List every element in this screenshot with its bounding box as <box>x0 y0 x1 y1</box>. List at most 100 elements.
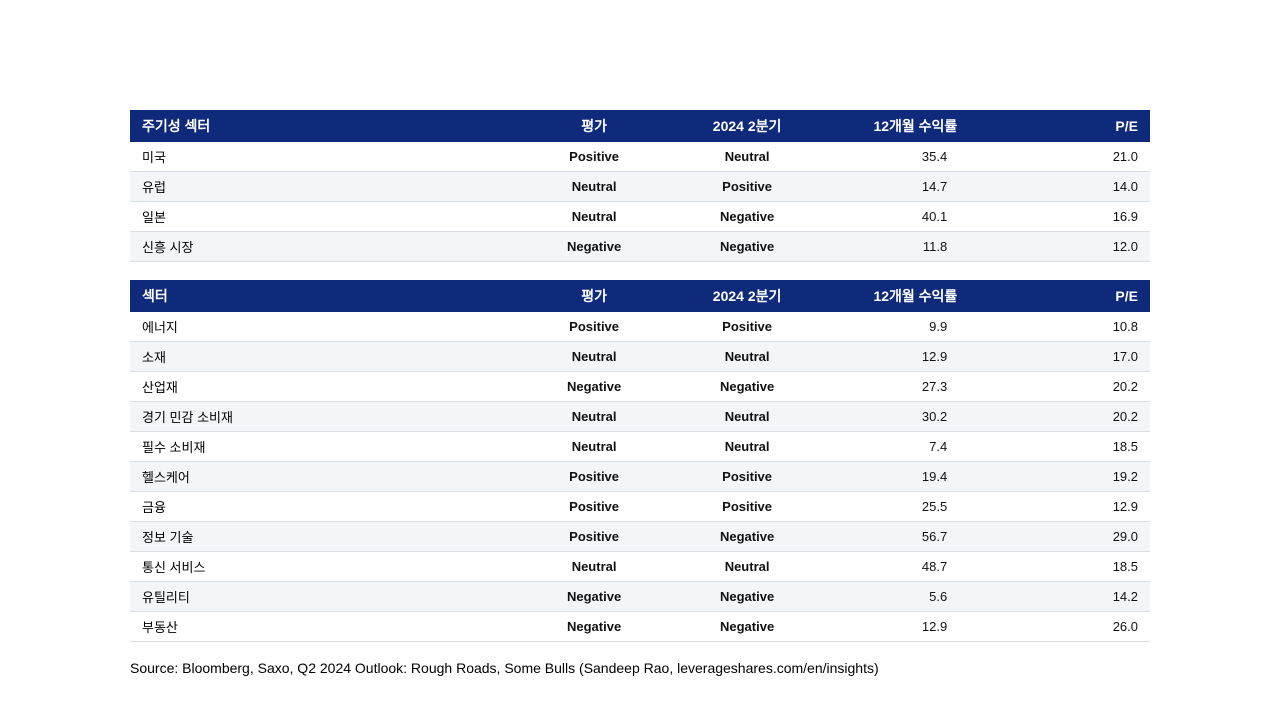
cell-name: 경기 민감 소비재 <box>130 402 518 432</box>
cell-pe: 20.2 <box>1007 402 1150 432</box>
cell-return: 12.9 <box>824 342 1008 372</box>
cell-pe: 26.0 <box>1007 612 1150 642</box>
cell-name: 신흥 시장 <box>130 232 518 262</box>
table-row: 신흥 시장NegativeNegative11.812.0 <box>130 232 1150 262</box>
cell-return: 40.1 <box>824 202 1008 232</box>
cell-rating: Neutral <box>518 202 671 232</box>
cell-rating: Neutral <box>518 402 671 432</box>
cell-name: 유틸리티 <box>130 582 518 612</box>
sectors-table: 섹터 평가 2024 2분기 12개월 수익률 P/E 에너지PositiveP… <box>130 280 1150 642</box>
cell-q2: Negative <box>671 372 824 402</box>
cell-rating: Negative <box>518 582 671 612</box>
cell-pe: 20.2 <box>1007 372 1150 402</box>
cell-rating: Positive <box>518 312 671 342</box>
cell-name: 유럽 <box>130 172 518 202</box>
cell-q2: Negative <box>671 582 824 612</box>
col-name-header: 섹터 <box>130 280 518 312</box>
cell-q2: Neutral <box>671 342 824 372</box>
col-return-header: 12개월 수익률 <box>824 110 1008 142</box>
col-name-header: 주기성 섹터 <box>130 110 518 142</box>
col-pe-header: P/E <box>1007 280 1150 312</box>
col-pe-header: P/E <box>1007 110 1150 142</box>
cell-return: 14.7 <box>824 172 1008 202</box>
cell-name: 필수 소비재 <box>130 432 518 462</box>
table-row: 에너지PositivePositive9.910.8 <box>130 312 1150 342</box>
cell-q2: Positive <box>671 462 824 492</box>
cell-return: 25.5 <box>824 492 1008 522</box>
cell-pe: 10.8 <box>1007 312 1150 342</box>
cell-return: 48.7 <box>824 552 1008 582</box>
cell-rating: Neutral <box>518 432 671 462</box>
cell-pe: 19.2 <box>1007 462 1150 492</box>
cell-name: 부동산 <box>130 612 518 642</box>
cell-rating: Negative <box>518 232 671 262</box>
cell-name: 금융 <box>130 492 518 522</box>
regions-table: 주기성 섹터 평가 2024 2분기 12개월 수익률 P/E 미국Positi… <box>130 110 1150 262</box>
cell-rating: Negative <box>518 612 671 642</box>
table-row: 산업재NegativeNegative27.320.2 <box>130 372 1150 402</box>
cell-rating: Neutral <box>518 172 671 202</box>
cell-rating: Negative <box>518 372 671 402</box>
table-row: 부동산NegativeNegative12.926.0 <box>130 612 1150 642</box>
col-return-header: 12개월 수익률 <box>824 280 1008 312</box>
table-row: 소재NeutralNeutral12.917.0 <box>130 342 1150 372</box>
cell-name: 정보 기술 <box>130 522 518 552</box>
cell-q2: Positive <box>671 312 824 342</box>
cell-rating: Positive <box>518 492 671 522</box>
cell-return: 7.4 <box>824 432 1008 462</box>
cell-q2: Negative <box>671 232 824 262</box>
cell-return: 30.2 <box>824 402 1008 432</box>
cell-pe: 14.0 <box>1007 172 1150 202</box>
cell-return: 11.8 <box>824 232 1008 262</box>
cell-rating: Positive <box>518 142 671 172</box>
cell-name: 미국 <box>130 142 518 172</box>
table-row: 경기 민감 소비재NeutralNeutral30.220.2 <box>130 402 1150 432</box>
cell-name: 통신 서비스 <box>130 552 518 582</box>
cell-q2: Neutral <box>671 142 824 172</box>
table-header-row: 주기성 섹터 평가 2024 2분기 12개월 수익률 P/E <box>130 110 1150 142</box>
cell-rating: Neutral <box>518 342 671 372</box>
table-header-row: 섹터 평가 2024 2분기 12개월 수익률 P/E <box>130 280 1150 312</box>
table-row: 필수 소비재NeutralNeutral7.418.5 <box>130 432 1150 462</box>
cell-q2: Negative <box>671 522 824 552</box>
cell-q2: Positive <box>671 172 824 202</box>
cell-name: 헬스케어 <box>130 462 518 492</box>
sectors-tbody: 에너지PositivePositive9.910.8소재NeutralNeutr… <box>130 312 1150 642</box>
cell-pe: 18.5 <box>1007 432 1150 462</box>
cell-q2: Positive <box>671 492 824 522</box>
cell-return: 27.3 <box>824 372 1008 402</box>
cell-pe: 18.5 <box>1007 552 1150 582</box>
table-row: 헬스케어PositivePositive19.419.2 <box>130 462 1150 492</box>
col-rating-header: 평가 <box>518 110 671 142</box>
col-rating-header: 평가 <box>518 280 671 312</box>
source-text: Source: Bloomberg, Saxo, Q2 2024 Outlook… <box>130 660 1150 676</box>
table-row: 정보 기술PositiveNegative56.729.0 <box>130 522 1150 552</box>
table-row: 통신 서비스NeutralNeutral48.718.5 <box>130 552 1150 582</box>
cell-return: 35.4 <box>824 142 1008 172</box>
cell-rating: Positive <box>518 522 671 552</box>
cell-q2: Neutral <box>671 402 824 432</box>
cell-return: 12.9 <box>824 612 1008 642</box>
cell-return: 9.9 <box>824 312 1008 342</box>
col-q2-header: 2024 2분기 <box>671 280 824 312</box>
cell-q2: Negative <box>671 202 824 232</box>
cell-pe: 14.2 <box>1007 582 1150 612</box>
cell-return: 56.7 <box>824 522 1008 552</box>
cell-name: 산업재 <box>130 372 518 402</box>
table-row: 미국PositiveNeutral35.421.0 <box>130 142 1150 172</box>
cell-pe: 17.0 <box>1007 342 1150 372</box>
cell-pe: 29.0 <box>1007 522 1150 552</box>
cell-name: 에너지 <box>130 312 518 342</box>
table-row: 일본NeutralNegative40.116.9 <box>130 202 1150 232</box>
cell-pe: 12.9 <box>1007 492 1150 522</box>
cell-pe: 21.0 <box>1007 142 1150 172</box>
cell-name: 소재 <box>130 342 518 372</box>
cell-return: 19.4 <box>824 462 1008 492</box>
table-row: 유틸리티NegativeNegative5.614.2 <box>130 582 1150 612</box>
cell-rating: Positive <box>518 462 671 492</box>
cell-q2: Negative <box>671 612 824 642</box>
cell-name: 일본 <box>130 202 518 232</box>
cell-q2: Neutral <box>671 552 824 582</box>
cell-pe: 12.0 <box>1007 232 1150 262</box>
cell-pe: 16.9 <box>1007 202 1150 232</box>
